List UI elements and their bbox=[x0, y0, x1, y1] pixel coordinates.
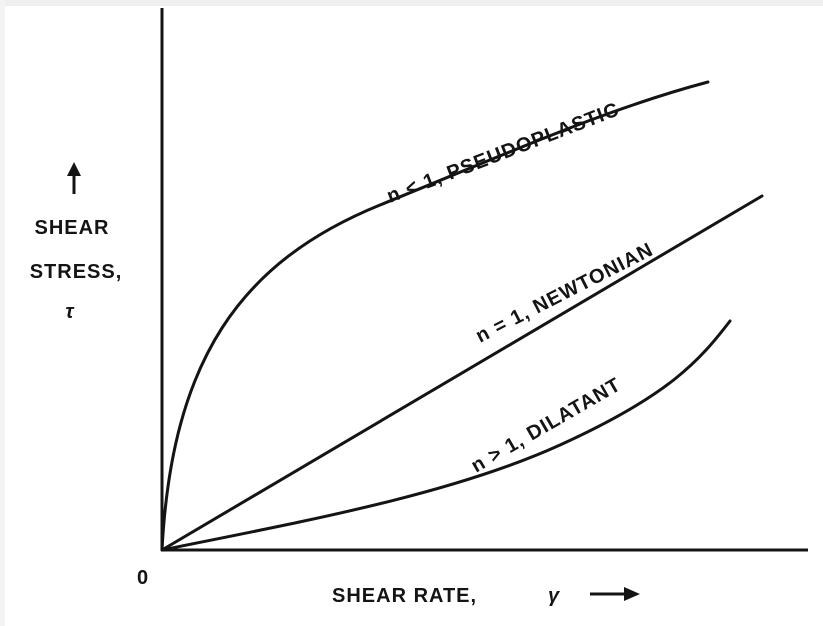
newtonian-curve bbox=[160, 194, 764, 552]
dilatant-curve bbox=[160, 319, 732, 552]
origin-label: 0 bbox=[137, 567, 149, 589]
y-axis-label: SHEAR bbox=[34, 217, 109, 239]
left-border bbox=[0, 0, 5, 626]
y-axis-symbol: τ bbox=[65, 301, 75, 323]
x-axis-label: SHEAR RATE, bbox=[332, 585, 477, 607]
up-arrow-head bbox=[67, 162, 81, 176]
y-axis-label: STRESS, bbox=[30, 261, 123, 283]
top-border bbox=[0, 0, 823, 6]
pseudoplastic-curve bbox=[160, 80, 710, 552]
x-axis-symbol: γ bbox=[548, 585, 561, 607]
right-arrow-head bbox=[624, 587, 640, 601]
